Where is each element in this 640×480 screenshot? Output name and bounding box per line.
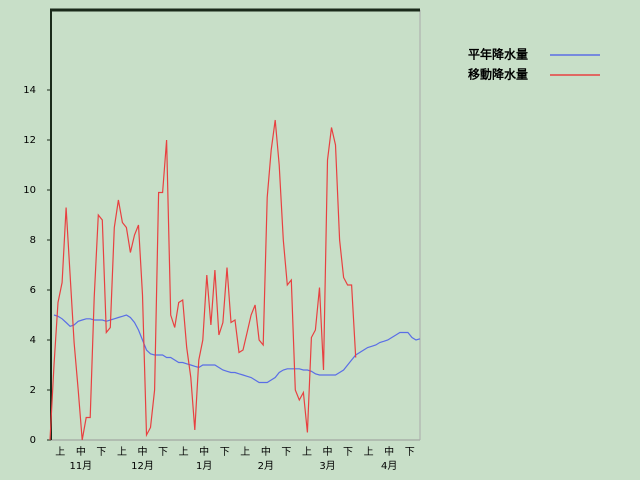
y-tick-label: 2	[30, 385, 36, 396]
x-tick-label: 下	[281, 447, 291, 458]
y-tick-label: 0	[30, 435, 36, 446]
series-line	[49, 119, 357, 441]
month-label: 4月	[381, 460, 397, 472]
month-label: 3月	[319, 460, 335, 472]
x-tick-label: 下	[220, 447, 230, 458]
x-tick-label: 中	[323, 445, 333, 458]
month-label: 11月	[69, 460, 92, 472]
x-tick-label: 上	[364, 446, 374, 458]
y-tick-label: 14	[23, 85, 36, 96]
month-label: 2月	[258, 460, 274, 472]
month-label: 12月	[131, 460, 154, 472]
x-tick-label: 下	[96, 447, 106, 458]
x-tick-label: 中	[199, 445, 209, 458]
x-tick-label: 上	[302, 446, 312, 458]
x-tick-label: 上	[240, 446, 250, 458]
x-tick-label: 中	[138, 445, 148, 458]
y-tick-label: 12	[23, 135, 36, 146]
y-tick-label: 10	[23, 185, 36, 196]
x-tick-label: 中	[76, 445, 86, 458]
month-label: 1月	[196, 460, 212, 472]
x-tick-label: 上	[55, 446, 65, 458]
legend-label: 移動降水量	[468, 67, 528, 82]
x-tick-label: 中	[384, 445, 394, 458]
y-tick-label: 8	[30, 235, 36, 246]
x-tick-label: 下	[343, 447, 353, 458]
y-tick-label: 4	[30, 335, 36, 346]
y-tick-label: 6	[30, 285, 36, 296]
series-line	[53, 314, 421, 384]
x-tick-label: 中	[261, 445, 271, 458]
legend-label: 平年降水量	[468, 47, 528, 62]
x-tick-label: 上	[179, 446, 189, 458]
x-tick-label: 上	[117, 446, 127, 458]
x-tick-label: 下	[405, 447, 415, 458]
x-tick-label: 下	[158, 447, 168, 458]
